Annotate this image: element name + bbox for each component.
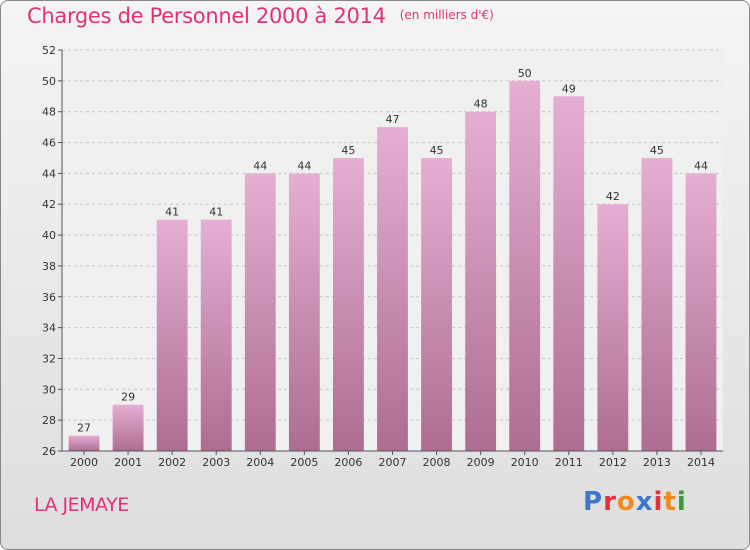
- bar: [553, 96, 585, 452]
- logo-letter: i: [653, 487, 664, 517]
- bar: [200, 219, 232, 451]
- x-tick-label: 2004: [246, 456, 274, 469]
- x-tick-label: 2007: [379, 456, 407, 469]
- bar: [421, 157, 452, 451]
- y-tick-label: 48: [42, 106, 56, 119]
- bar-value-label: 45: [430, 144, 444, 157]
- bar-value-label: 50: [518, 67, 532, 80]
- bar-value-label: 29: [121, 391, 135, 404]
- x-tick-label: 2000: [70, 456, 98, 469]
- x-tick-label: 2006: [334, 456, 362, 469]
- logo-letter: x: [635, 487, 654, 517]
- x-tick-label: 2005: [290, 456, 318, 469]
- bar: [465, 111, 497, 451]
- x-tick-label: 2010: [511, 456, 539, 469]
- x-tick-label: 2012: [599, 456, 627, 469]
- logo-letter: t: [663, 487, 677, 517]
- y-tick-label: 52: [42, 44, 56, 57]
- y-axis: 26 28 30 32 34 36 38 40 42 44 46 48 50 52: [42, 44, 63, 458]
- bar: [597, 204, 629, 451]
- bar-value-label: 45: [341, 144, 355, 157]
- y-tick-label: 28: [42, 414, 56, 427]
- x-tick-label: 2002: [158, 456, 186, 469]
- logo-letter: r: [603, 487, 617, 517]
- bar: [112, 404, 144, 451]
- y-tick-label: 34: [42, 322, 56, 335]
- title-text: Charges de Personnel 2000 à 2014: [27, 4, 386, 28]
- bar: [377, 127, 408, 451]
- y-tick-label: 32: [42, 352, 56, 365]
- x-tick-label: 2009: [467, 456, 495, 469]
- bar-value-label: 41: [209, 206, 223, 219]
- bar-value-label: 49: [562, 82, 576, 95]
- bar: [156, 219, 188, 451]
- x-tick-label: 2008: [423, 456, 451, 469]
- y-tick-label: 38: [42, 260, 56, 273]
- x-tick-label: 2003: [202, 456, 230, 469]
- x-tick-label: 2011: [555, 456, 583, 469]
- bar-series: [68, 80, 717, 452]
- x-tick-label: 2013: [643, 456, 671, 469]
- bar-value-label: 41: [165, 206, 179, 219]
- logo-letter: i: [676, 487, 687, 517]
- y-tick-label: 44: [42, 167, 56, 180]
- bar-value-label: 44: [253, 159, 267, 172]
- data-labels: 27 29 41 41 44 44 45 47 45 48 50 49 42 45 44: [77, 67, 708, 435]
- logo-letter: P: [583, 487, 604, 517]
- bar: [288, 173, 320, 451]
- y-tick-label: 26: [42, 445, 56, 458]
- bar: [333, 157, 364, 451]
- bar-value-label: 44: [297, 159, 311, 172]
- location-label: LA JEMAYE: [34, 494, 129, 516]
- proxiti-logo: Proxiti: [583, 487, 687, 517]
- y-tick-label: 40: [42, 229, 56, 242]
- bar: [244, 173, 276, 451]
- bar-value-label: 42: [606, 190, 620, 203]
- chart-subtitle: (en milliers d'€): [399, 8, 494, 22]
- bar-value-label: 45: [650, 144, 664, 157]
- bar: [509, 80, 541, 451]
- y-tick-label: 36: [42, 291, 56, 304]
- logo-letter: o: [616, 487, 636, 517]
- y-tick-label: 46: [42, 137, 56, 150]
- bar-value-label: 44: [694, 159, 708, 172]
- y-tick-label: 42: [42, 198, 56, 211]
- bar: [641, 157, 673, 451]
- bar-value-label: 48: [474, 98, 488, 111]
- bar: [685, 173, 717, 451]
- x-tick-label: 2001: [114, 456, 142, 469]
- bar: [68, 435, 100, 451]
- chart-title: Charges de Personnel 2000 à 2014 (en mill…: [27, 4, 494, 28]
- bar-value-label: 47: [386, 113, 400, 126]
- y-tick-label: 30: [42, 383, 56, 396]
- x-axis: 2000 2001 2002 2003 2004 2005 2006 2007 2008 2009…: [62, 450, 723, 469]
- bar-value-label: 27: [77, 422, 91, 435]
- x-tick-label: 2014: [687, 456, 715, 469]
- y-tick-label: 50: [42, 75, 56, 88]
